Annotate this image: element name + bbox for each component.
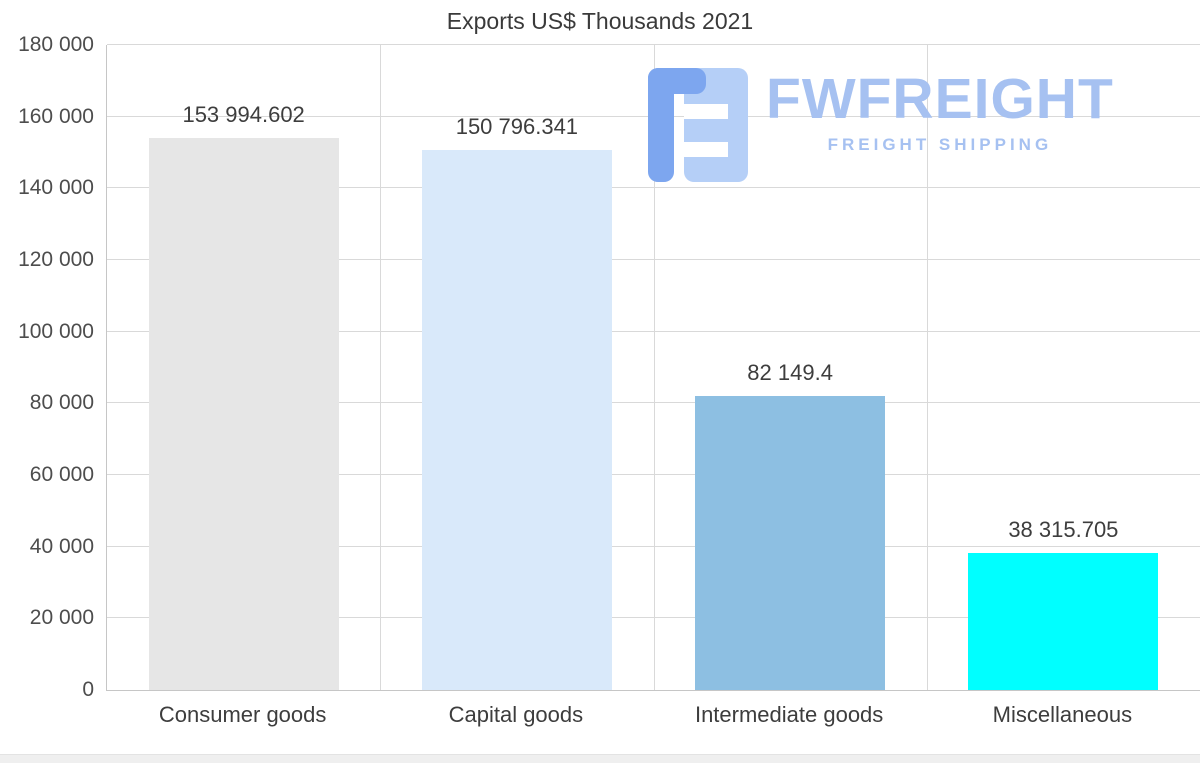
bar-capital-goods	[421, 149, 612, 690]
gridline-v	[653, 45, 655, 690]
gridline-h	[107, 44, 1200, 45]
bar-value-label: 38 315.705	[1008, 516, 1119, 542]
y-tick-label: 20 000	[29, 606, 94, 630]
bar-miscellaneous	[968, 552, 1159, 690]
bar-value-label: 150 796.341	[455, 113, 579, 139]
x-category-label: Capital goods	[448, 702, 584, 727]
brand-tagline: FREIGHT SHIPPING	[827, 134, 1053, 154]
y-tick-label: 180 000	[18, 33, 94, 56]
y-tick-label: 160 000	[18, 104, 94, 128]
y-tick-label: 40 000	[29, 534, 94, 558]
f-blocks-icon	[648, 68, 748, 191]
plot-area: 153 994.602 150 796.341 82 149.4 38 315.705	[106, 44, 1200, 691]
y-tick-label: 100 000	[18, 319, 94, 343]
y-tick-label: 0	[82, 678, 94, 701]
y-tick-label: 60 000	[29, 463, 94, 486]
bar-value-label: 153 994.602	[182, 102, 305, 128]
y-tick-label: 120 000	[18, 248, 94, 271]
y-tick-label: 80 000	[29, 391, 94, 415]
watermark-text: FWFREIGHT FREIGHT SHIPPING	[766, 68, 1114, 155]
bar-value-label: 82 149.4	[747, 359, 833, 385]
bottom-strip	[0, 754, 1200, 763]
gridline-v	[380, 45, 382, 690]
gridline-v	[926, 45, 928, 690]
x-category-label: Consumer goods	[158, 702, 327, 727]
bar-intermediate-goods	[695, 395, 886, 690]
y-axis: 0 20 000 40 000 60 000 80 000 100 000 120 000 1…	[0, 33, 94, 701]
brand-name: FWFREIGHT	[766, 67, 1114, 131]
x-category-label: Miscellaneous	[992, 702, 1133, 727]
x-category-label: Intermediate goods	[694, 702, 884, 727]
y-tick-label: 140 000	[18, 176, 94, 200]
watermark: FWFREIGHT FREIGHT SHIPPING	[648, 68, 1114, 191]
x-axis: Consumer goods Capital goods Intermediate …	[106, 702, 1199, 728]
chart-title: Exports US$ Thousands 2021	[446, 8, 754, 34]
bar-consumer-goods	[148, 138, 339, 690]
